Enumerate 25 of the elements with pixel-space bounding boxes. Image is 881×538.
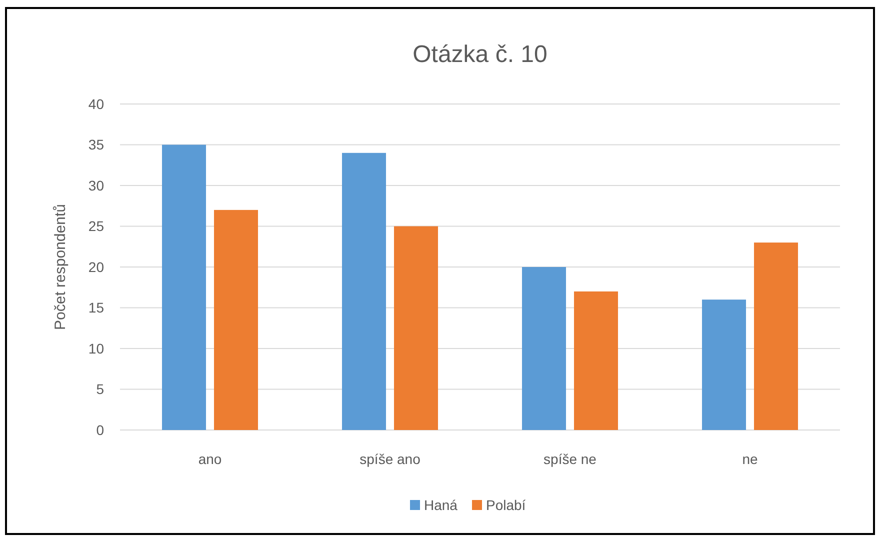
x-tick-label: ne [742, 451, 758, 467]
y-axis-title: Počet respondentů [52, 204, 69, 330]
bar [162, 144, 206, 430]
bar [702, 300, 746, 430]
legend-label: Polabí [486, 496, 526, 513]
bar [214, 210, 258, 430]
y-tick-label: 10 [88, 340, 104, 356]
bar [574, 291, 618, 430]
y-tick-label: 35 [88, 136, 104, 153]
y-tick-label: 15 [88, 300, 104, 316]
y-tick-label: 20 [88, 258, 104, 275]
y-tick-label: 30 [88, 177, 104, 194]
chart-title: Otázka č. 10 [412, 41, 548, 68]
legend-label: Haná [424, 496, 458, 513]
y-tick-label: 5 [96, 381, 104, 398]
bar [394, 226, 438, 430]
y-tick-label: 40 [88, 96, 104, 112]
x-tick-label: spíše ano [360, 451, 421, 467]
y-tick-label: 25 [88, 218, 104, 234]
x-tick-label: spíše ne [544, 451, 597, 467]
bar [754, 242, 798, 430]
bar [522, 267, 566, 430]
bar [342, 152, 386, 430]
x-tick-label: ano [198, 451, 222, 467]
y-tick-label: 0 [96, 422, 104, 438]
